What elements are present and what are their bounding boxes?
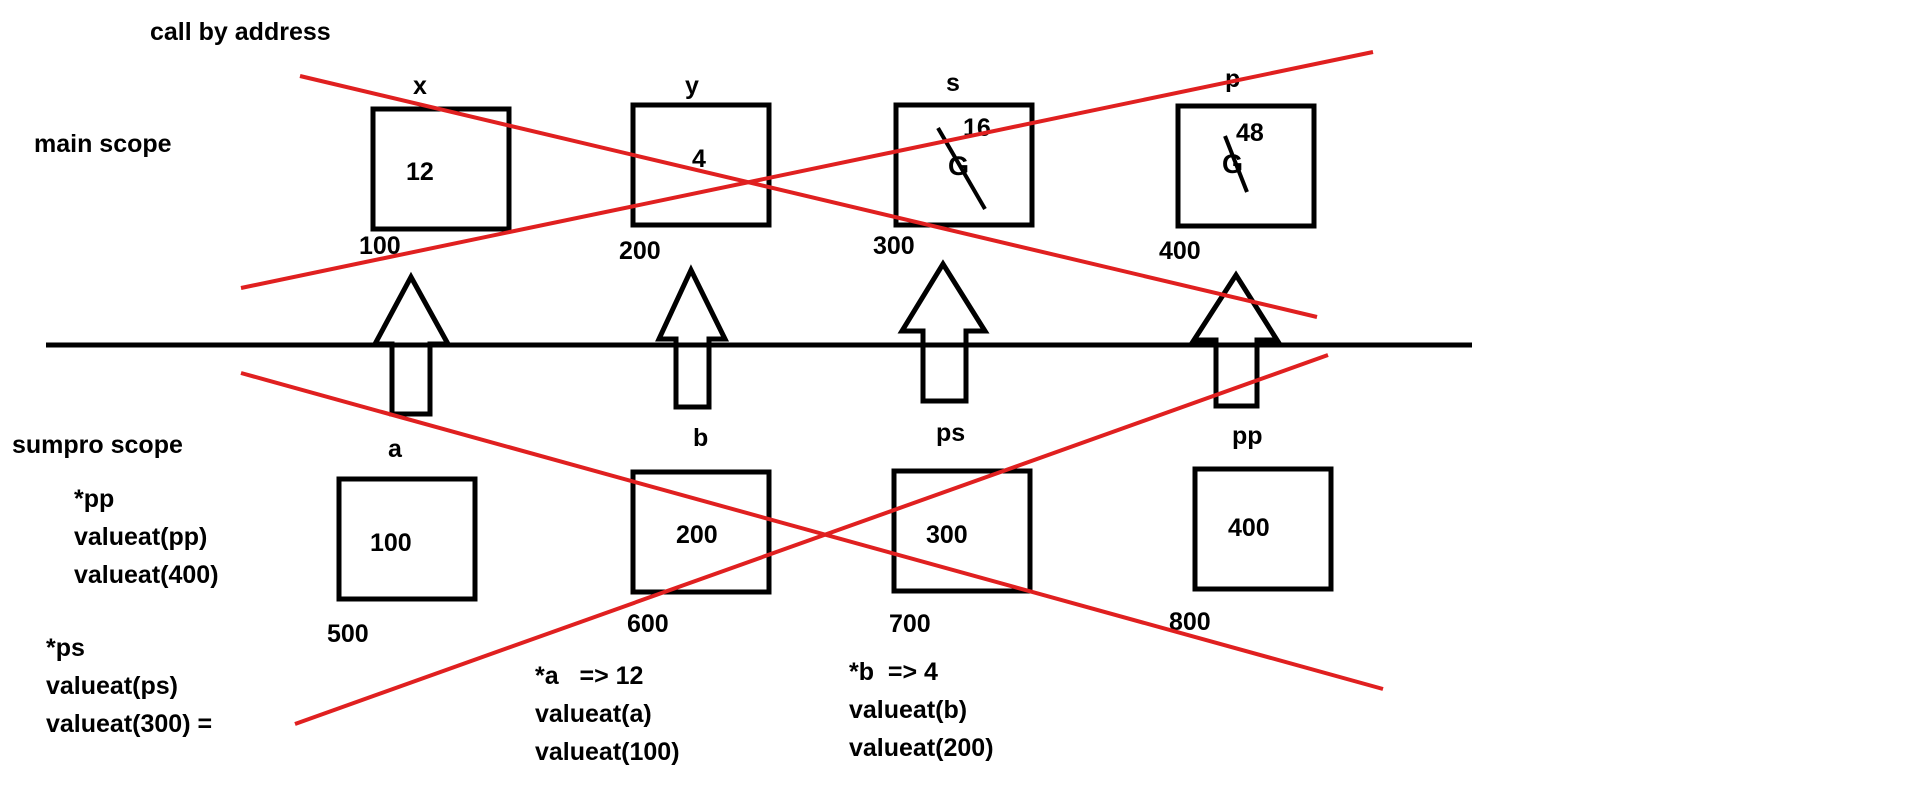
- strike-line: [240, 371, 1384, 691]
- note-line: valueat(b): [849, 696, 967, 724]
- note-line: valueat(300) =: [46, 710, 212, 738]
- var-box: [630, 469, 772, 595]
- note-line: valueat(400): [74, 561, 219, 589]
- note-line: valueat(ps): [46, 672, 178, 700]
- var-name: s: [946, 69, 960, 97]
- var-value: 12: [406, 158, 434, 186]
- strike-line: [240, 50, 1374, 290]
- var-name: pp: [1232, 422, 1263, 450]
- main-var-s: s G 16 300: [873, 69, 1035, 260]
- sumpro-var-ps: ps 300 700: [889, 419, 1033, 638]
- up-arrow: [1189, 270, 1282, 409]
- note-a: *a => 12 valueat(a) valueat(100): [535, 662, 680, 766]
- var-value: 48: [1236, 119, 1264, 147]
- strike-line: [294, 353, 1329, 726]
- note-line: valueat(a): [535, 700, 652, 728]
- main-scope-label: main scope: [34, 130, 172, 158]
- sumpro-var-b: b 200 600: [627, 424, 772, 638]
- var-address: 300: [873, 232, 915, 260]
- var-box: [1175, 103, 1317, 229]
- note-line: valueat(100): [535, 738, 680, 766]
- var-value: 200: [676, 521, 718, 549]
- note-line: valueat(pp): [74, 523, 207, 551]
- var-box: [630, 102, 772, 228]
- note-line: *a => 12: [535, 662, 643, 690]
- var-value: 400: [1228, 514, 1270, 542]
- old-value-strike: [1223, 135, 1249, 193]
- var-name: p: [1225, 65, 1240, 93]
- note-pp: *pp valueat(pp) valueat(400): [74, 485, 219, 589]
- var-value: 100: [370, 529, 412, 557]
- var-box: [336, 476, 478, 602]
- var-address: 700: [889, 610, 931, 638]
- var-name: x: [413, 72, 427, 100]
- var-address: 600: [627, 610, 669, 638]
- var-name: ps: [936, 419, 965, 447]
- up-arrow: [370, 271, 453, 417]
- up-arrow: [655, 264, 730, 410]
- main-var-p: p G 48 400: [1159, 65, 1317, 265]
- var-value: 4: [692, 145, 706, 173]
- diagram-title: call by address: [150, 18, 331, 46]
- var-box: [1192, 466, 1334, 592]
- var-name: a: [388, 435, 403, 463]
- strike-line: [299, 74, 1318, 319]
- sumpro-scope-label: sumpro scope: [12, 431, 183, 459]
- main-var-x: x 12 100: [359, 72, 512, 260]
- note-line: *pp: [74, 485, 114, 513]
- note-line: *b => 4: [849, 658, 938, 686]
- var-name: y: [685, 72, 699, 100]
- note-ps: *ps valueat(ps) valueat(300) =: [46, 634, 212, 738]
- var-name: b: [693, 424, 708, 452]
- var-box: [891, 468, 1033, 594]
- note-b: *b => 4 valueat(b) valueat(200): [849, 658, 994, 762]
- sumpro-var-a: a 100 500: [327, 435, 478, 648]
- up-arrow: [897, 259, 990, 404]
- var-box: [370, 106, 512, 232]
- var-address: 500: [327, 620, 369, 648]
- note-line: valueat(200): [849, 734, 994, 762]
- var-address: 200: [619, 237, 661, 265]
- note-line: *ps: [46, 634, 85, 662]
- var-address: 400: [1159, 237, 1201, 265]
- main-var-y: y 4 200: [619, 72, 772, 265]
- sumpro-var-pp: pp 400 800: [1169, 422, 1334, 636]
- var-value: 300: [926, 521, 968, 549]
- var-box: [893, 102, 1035, 228]
